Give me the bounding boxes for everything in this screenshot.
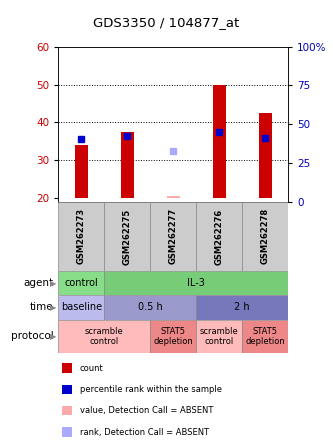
Bar <box>58 295 104 320</box>
Text: GSM262275: GSM262275 <box>123 208 132 265</box>
Bar <box>213 84 225 198</box>
Text: rank, Detection Call = ABSENT: rank, Detection Call = ABSENT <box>80 428 209 436</box>
Bar <box>242 202 288 271</box>
Bar <box>121 132 134 198</box>
Bar <box>196 320 242 353</box>
Text: count: count <box>80 364 104 373</box>
Text: agent: agent <box>23 278 53 288</box>
Text: GSM262273: GSM262273 <box>77 208 86 265</box>
Bar <box>104 271 288 295</box>
Bar <box>62 406 72 415</box>
Bar <box>58 320 150 353</box>
Bar <box>75 145 88 198</box>
Text: GSM262277: GSM262277 <box>168 208 178 265</box>
Text: percentile rank within the sample: percentile rank within the sample <box>80 385 222 394</box>
Bar <box>62 364 72 373</box>
Text: STAT5
depletion: STAT5 depletion <box>153 327 193 346</box>
Text: IL-3: IL-3 <box>187 278 205 288</box>
Text: time: time <box>30 302 53 313</box>
Bar <box>196 295 288 320</box>
Bar <box>104 202 150 271</box>
Text: GSM262278: GSM262278 <box>260 208 270 265</box>
Text: ▶: ▶ <box>50 303 57 312</box>
Bar <box>150 320 196 353</box>
Text: 0.5 h: 0.5 h <box>138 302 163 313</box>
Bar <box>196 202 242 271</box>
Text: baseline: baseline <box>61 302 102 313</box>
Text: scramble
control: scramble control <box>200 327 238 346</box>
Bar <box>58 202 104 271</box>
Bar <box>62 385 72 394</box>
Text: 2 h: 2 h <box>234 302 250 313</box>
Text: scramble
control: scramble control <box>85 327 124 346</box>
Bar <box>242 320 288 353</box>
Text: control: control <box>64 278 98 288</box>
Text: ▶: ▶ <box>50 278 57 288</box>
Text: protocol: protocol <box>11 331 53 341</box>
Bar <box>104 295 196 320</box>
Text: GSM262276: GSM262276 <box>214 208 224 265</box>
Text: GDS3350 / 104877_at: GDS3350 / 104877_at <box>93 16 240 28</box>
Text: value, Detection Call = ABSENT: value, Detection Call = ABSENT <box>80 406 213 415</box>
Bar <box>58 271 104 295</box>
Text: STAT5
depletion: STAT5 depletion <box>245 327 285 346</box>
Bar <box>150 202 196 271</box>
Text: ▶: ▶ <box>50 332 57 341</box>
Bar <box>62 428 72 436</box>
Bar <box>167 196 179 198</box>
Bar <box>259 113 271 198</box>
